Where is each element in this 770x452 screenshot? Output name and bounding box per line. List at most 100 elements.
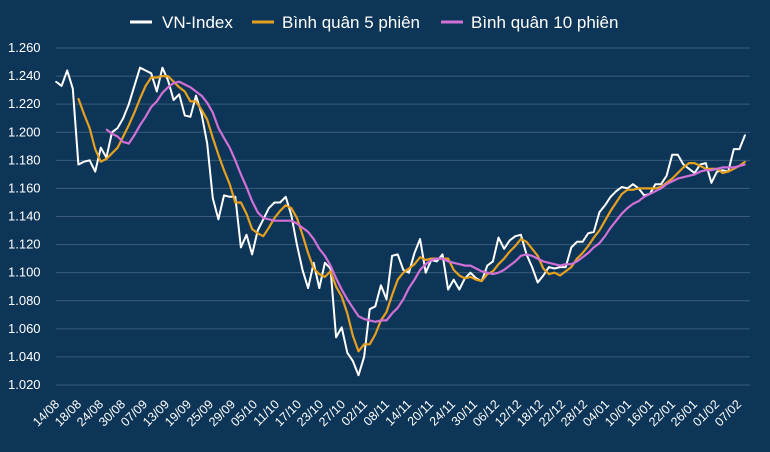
series-vnindex-point: [609, 196, 612, 198]
series-ma10-point: [469, 264, 472, 267]
series-vnindex-point: [654, 183, 657, 185]
series-vnindex-point: [660, 183, 662, 185]
series-vnindex-point: [77, 163, 80, 166]
series-ma10-point: [167, 86, 169, 89]
series-ma5-point: [195, 100, 197, 103]
series-vnindex-point: [744, 134, 746, 136]
series-ma5-point: [419, 256, 421, 259]
series-ma10-point: [587, 252, 589, 254]
series-ma10-point: [150, 106, 152, 108]
legend-label-vnindex: VN-Index: [162, 13, 233, 32]
series-vnindex-point: [228, 196, 231, 198]
series-ma5-point: [335, 285, 337, 288]
series-ma5-point: [228, 183, 231, 185]
series-ma5-point: [744, 160, 746, 163]
series-ma10-point: [492, 273, 494, 275]
series-vnindex-point: [88, 159, 91, 162]
series-vnindex-point: [436, 260, 438, 263]
series-ma10-point: [262, 217, 265, 219]
series-ma10-point: [721, 166, 724, 169]
series-ma10-point: [223, 137, 225, 139]
series-ma10-point: [705, 169, 707, 171]
series-vnindex-point: [671, 153, 673, 156]
series-ma5-point: [150, 76, 152, 79]
series-ma10-point: [548, 262, 550, 264]
series-ma10-point: [396, 307, 399, 309]
series-ma10-point: [536, 257, 539, 260]
series-ma5-point: [626, 189, 629, 191]
series-ma10-point: [228, 146, 231, 149]
series-ma10-point: [486, 271, 489, 274]
series-ma10-point: [447, 260, 449, 263]
series-ma10-point: [660, 187, 662, 190]
series-vnindex-point: [368, 308, 371, 311]
series-ma10-point: [710, 169, 713, 171]
series-ma10-point: [682, 176, 685, 178]
series-vnindex-point: [710, 182, 713, 184]
series-ma5-point: [531, 248, 533, 250]
series-ma5-point: [178, 86, 180, 89]
series-vnindex-point: [665, 175, 668, 177]
series-ma10-point: [111, 132, 113, 135]
series-vnindex-point: [402, 269, 405, 271]
series-vnindex-point: [520, 234, 522, 236]
series-ma10-point: [256, 211, 259, 214]
series-ma10-point: [497, 271, 500, 274]
series-vnindex-point: [133, 85, 136, 87]
series-vnindex-point: [212, 197, 214, 199]
series-ma5-point: [402, 271, 405, 274]
series-ma10-point: [368, 319, 371, 322]
series-ma5-point: [346, 312, 349, 315]
series-vnindex-point: [290, 214, 293, 216]
series-ma10-point: [346, 298, 349, 301]
series-vnindex-point: [615, 190, 617, 192]
series-vnindex-point: [128, 103, 130, 105]
y-tick-label: 1.260: [8, 40, 41, 55]
series-ma5-point: [649, 187, 651, 190]
series-ma5-point: [458, 274, 461, 277]
series-ma10-point: [525, 253, 528, 256]
series-ma5-point: [374, 333, 377, 336]
series-vnindex-point: [564, 266, 567, 268]
series-ma10-point: [116, 135, 119, 138]
series-vnindex-point: [542, 274, 545, 277]
series-vnindex-point: [55, 80, 57, 83]
series-vnindex-point: [156, 90, 158, 93]
series-ma5-point: [133, 111, 136, 114]
series-ma10-point: [688, 175, 690, 177]
series-ma5-point: [122, 135, 124, 138]
series-ma10-point: [340, 288, 343, 291]
series-ma5-point: [598, 229, 601, 232]
series-vnindex-point: [458, 288, 461, 291]
series-vnindex-point: [380, 284, 382, 287]
series-ma10-point: [301, 226, 304, 229]
series-ma10-point: [604, 235, 606, 237]
series-ma10-point: [195, 90, 197, 93]
series-ma5-point: [475, 278, 477, 281]
series-vnindex-point: [251, 253, 253, 256]
series-ma10-point: [738, 165, 741, 167]
series-vnindex-point: [217, 218, 220, 221]
series-ma5-point: [318, 273, 321, 275]
series-ma10-point: [632, 203, 634, 205]
series-vnindex-point: [284, 196, 287, 198]
series-ma10-point: [581, 256, 584, 259]
series-ma5-point: [413, 263, 416, 266]
series-vnindex-point: [688, 168, 690, 170]
series-ma5-point: [385, 311, 388, 313]
series-ma10-point: [564, 263, 567, 266]
series-ma5-point: [637, 187, 640, 190]
y-tick-label: 1.080: [8, 293, 41, 308]
series-vnindex-point: [178, 93, 180, 96]
series-lines: [55, 66, 746, 377]
series-ma10-point: [402, 298, 405, 301]
series-ma5-point: [570, 266, 573, 268]
series-vnindex-point: [240, 246, 242, 249]
series-ma10-point: [699, 170, 701, 173]
series-vnindex-point: [307, 287, 309, 289]
series-ma5-point: [396, 278, 399, 281]
y-tick-label: 1.100: [8, 265, 41, 280]
series-ma10-point: [615, 219, 617, 222]
series-ma10-point: [452, 262, 455, 264]
series-ma5-point: [693, 162, 696, 164]
